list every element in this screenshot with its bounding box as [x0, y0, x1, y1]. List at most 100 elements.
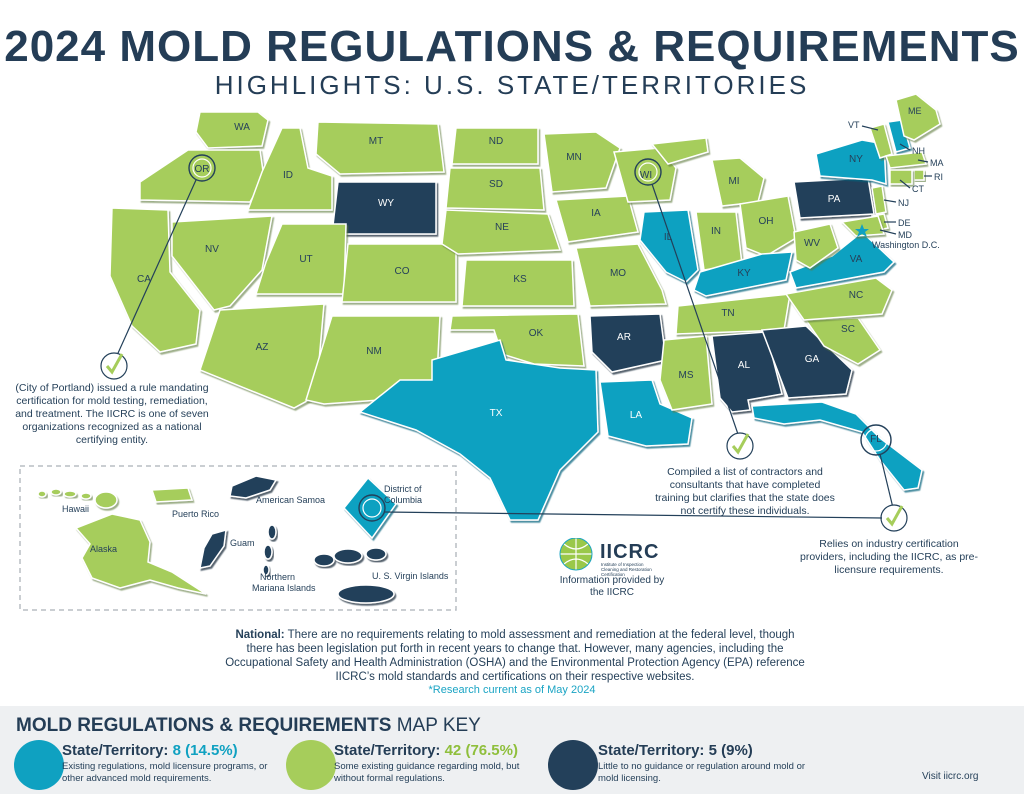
visit-link[interactable]: Visit iicrc.org [922, 771, 979, 782]
state-mi[interactable] [711, 157, 765, 207]
key-blue-desc: Existing regulations, mold licensure pro… [62, 761, 268, 784]
state-va[interactable] [789, 231, 896, 289]
dc-star-icon [855, 224, 869, 237]
label-tn: TN [721, 308, 734, 319]
label-al: AL [738, 360, 751, 371]
label-guam: Guam [230, 538, 255, 548]
label-puerto-rico: Puerto Rico [172, 509, 219, 519]
label-ms: MS [679, 370, 694, 381]
state-co[interactable] [341, 243, 457, 303]
district-of-columbia[interactable] [343, 476, 397, 540]
state-sd[interactable] [445, 167, 545, 211]
label-nd: ND [489, 136, 503, 147]
label-dc-1: District of [384, 484, 422, 494]
state-vt[interactable] [869, 123, 893, 159]
state-ar[interactable] [589, 313, 667, 373]
page-title: 2024 MOLD REGULATIONS & REQUIREMENTS [4, 22, 1020, 71]
state-tx[interactable] [358, 339, 599, 521]
research-note: *Research current as of May 2024 [428, 684, 596, 696]
state-ky[interactable] [693, 251, 793, 297]
label-northern-mariana-2: Mariana Islands [252, 583, 316, 593]
florida-note: Relies on industry certification provide… [800, 538, 978, 576]
state-oh[interactable] [739, 195, 797, 257]
northern-mariana[interactable] [262, 524, 277, 576]
state-ma[interactable] [884, 151, 928, 169]
label-vt: VT [848, 120, 860, 130]
state-ne[interactable] [441, 209, 562, 255]
key-green-label: State/Territory: 42 (76.5%) [334, 742, 518, 759]
label-ia: IA [591, 208, 601, 219]
state-mt[interactable] [315, 121, 445, 175]
national-text: There are no requirements relating to mo… [225, 629, 805, 683]
state-nd[interactable] [451, 127, 539, 165]
state-or[interactable] [139, 149, 265, 203]
label-usvi: U. S. Virgin Islands [372, 571, 449, 581]
iicrc-logo-text: IICRC [600, 541, 660, 563]
state-ga[interactable] [760, 325, 853, 399]
label-mi: MI [728, 176, 739, 187]
label-az: AZ [256, 342, 269, 353]
label-nc: NC [849, 290, 863, 301]
american-samoa[interactable] [229, 475, 278, 499]
label-ut: UT [299, 254, 312, 265]
guam[interactable] [199, 528, 227, 569]
state-ri[interactable] [913, 169, 925, 181]
state-az[interactable] [199, 303, 325, 409]
label-pa: PA [828, 194, 841, 205]
label-mn: MN [566, 152, 582, 163]
state-ut[interactable] [254, 223, 347, 295]
state-ms[interactable] [659, 335, 713, 411]
state-wy[interactable] [331, 181, 437, 235]
label-nj: NJ [898, 198, 909, 208]
label-in: IN [711, 226, 721, 237]
state-nv[interactable] [171, 215, 273, 311]
label-ar: AR [617, 332, 631, 343]
key-blue-dot [14, 740, 64, 790]
state-wi[interactable] [613, 147, 677, 203]
hawaii[interactable] [37, 488, 118, 509]
label-ri: RI [934, 172, 943, 182]
state-ia[interactable] [555, 195, 639, 243]
label-wa: WA [234, 122, 250, 133]
puerto-rico[interactable] [150, 487, 194, 503]
state-md[interactable] [840, 215, 886, 237]
state-nj[interactable] [871, 185, 887, 215]
state-ct[interactable] [889, 169, 913, 185]
state-id[interactable] [246, 127, 333, 211]
label-il: IL [664, 232, 673, 243]
state-la[interactable] [599, 379, 693, 447]
oregon-callout [100, 154, 216, 380]
label-hawaii: Hawaii [62, 504, 89, 514]
territories-inset [19, 465, 457, 611]
alaska[interactable] [74, 513, 207, 595]
label-ca: CA [137, 274, 151, 285]
state-nc[interactable] [784, 277, 893, 321]
usvi[interactable] [313, 547, 395, 604]
national-label: National: [235, 629, 285, 641]
state-ny[interactable] [815, 139, 887, 186]
state-ok[interactable] [449, 313, 585, 367]
florida-callout [860, 424, 908, 532]
state-mn[interactable] [543, 131, 621, 193]
state-wv[interactable] [793, 223, 839, 269]
check-icon [105, 353, 124, 375]
state-wa[interactable] [195, 111, 269, 149]
label-wy: WY [378, 198, 394, 209]
state-mo[interactable] [575, 243, 667, 307]
state-wi-up [650, 137, 709, 165]
state-ks[interactable] [461, 259, 575, 307]
label-mo: MO [610, 268, 626, 279]
state-me[interactable] [895, 93, 941, 141]
label-sd: SD [489, 179, 503, 190]
state-ca[interactable] [109, 207, 201, 353]
state-nh[interactable] [887, 119, 911, 153]
check-icon [885, 505, 904, 527]
key-blue-label: State/Territory: 8 (14.5%) [62, 742, 238, 759]
label-ny: NY [849, 154, 863, 165]
label-american-samoa: American Samoa [256, 495, 325, 505]
state-fl[interactable] [751, 401, 923, 491]
oregon-note: (City of Portland) issued a rule mandati… [15, 382, 209, 446]
wisconsin-callout [634, 158, 754, 460]
state-pa[interactable] [793, 177, 875, 219]
state-sc[interactable] [804, 317, 882, 365]
